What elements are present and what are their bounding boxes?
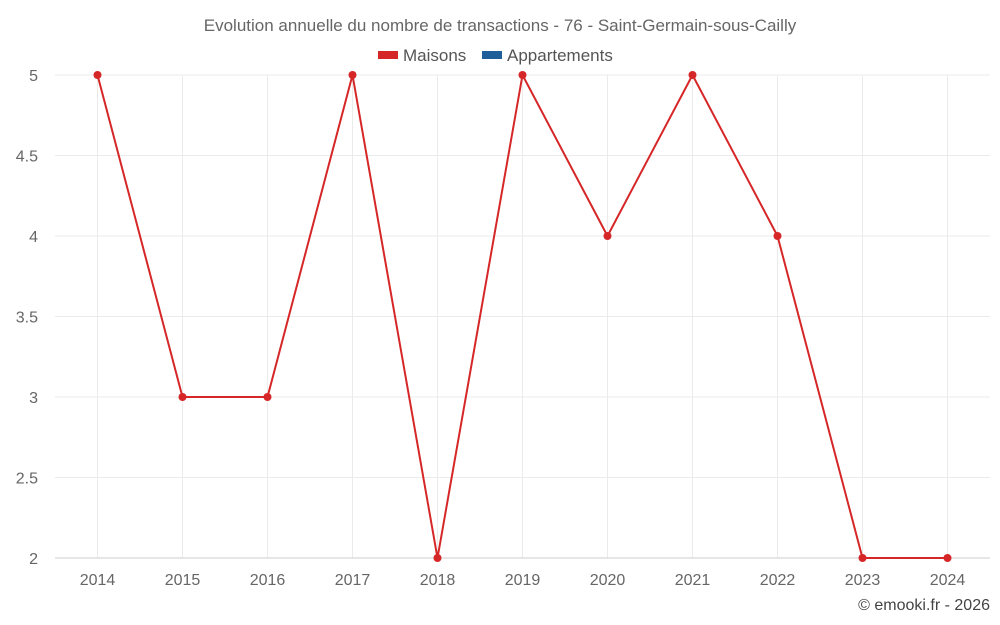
gridlines	[55, 74, 990, 559]
x-tick-label: 2023	[845, 572, 881, 589]
x-tick-label: 2018	[420, 572, 456, 589]
legend-swatch-maisons[interactable]	[378, 51, 398, 59]
legend: Maisons Appartements	[378, 46, 613, 65]
y-tick-label: 4.5	[16, 149, 38, 166]
data-point-maisons[interactable]	[518, 71, 527, 79]
credit-text: © emooki.fr - 2026	[858, 597, 990, 614]
x-axis-ticks: 2014 2015 2016 2017 2018 2019 2020 2021 2022 2023…	[80, 572, 966, 589]
x-tick-label: 2021	[675, 572, 711, 589]
data-point-maisons[interactable]	[943, 554, 952, 562]
data-point-maisons[interactable]	[773, 232, 782, 240]
data-point-maisons[interactable]	[688, 71, 697, 79]
y-tick-label: 3.5	[16, 310, 38, 327]
y-tick-label: 2.5	[16, 471, 38, 488]
x-tick-label: 2019	[505, 572, 541, 589]
legend-swatch-appartements[interactable]	[482, 51, 502, 59]
y-tick-label: 2	[29, 551, 38, 568]
data-point-maisons[interactable]	[603, 232, 612, 240]
x-tick-label: 2020	[590, 572, 626, 589]
y-axis-ticks: 2 2.5 3 3.5 4 4.5 5	[16, 68, 38, 568]
data-point-maisons[interactable]	[93, 71, 102, 79]
data-point-maisons[interactable]	[263, 393, 272, 401]
y-tick-label: 4	[29, 229, 38, 246]
data-point-maisons[interactable]	[858, 554, 867, 562]
x-tick-label: 2024	[930, 572, 966, 589]
x-tick-label: 2016	[250, 572, 286, 589]
series-layer	[93, 71, 952, 562]
x-tick-label: 2022	[760, 572, 796, 589]
y-tick-label: 3	[29, 390, 38, 407]
legend-label-maisons[interactable]: Maisons	[403, 46, 466, 65]
data-point-maisons[interactable]	[433, 554, 442, 562]
x-tick-label: 2014	[80, 572, 116, 589]
data-point-maisons[interactable]	[348, 71, 357, 79]
x-tick-label: 2015	[165, 572, 201, 589]
x-tick-label: 2017	[335, 572, 371, 589]
y-tick-label: 5	[29, 68, 38, 85]
legend-label-appartements[interactable]: Appartements	[507, 46, 613, 65]
data-point-maisons[interactable]	[178, 393, 187, 401]
chart-title: Evolution annuelle du nombre de transact…	[204, 16, 797, 35]
